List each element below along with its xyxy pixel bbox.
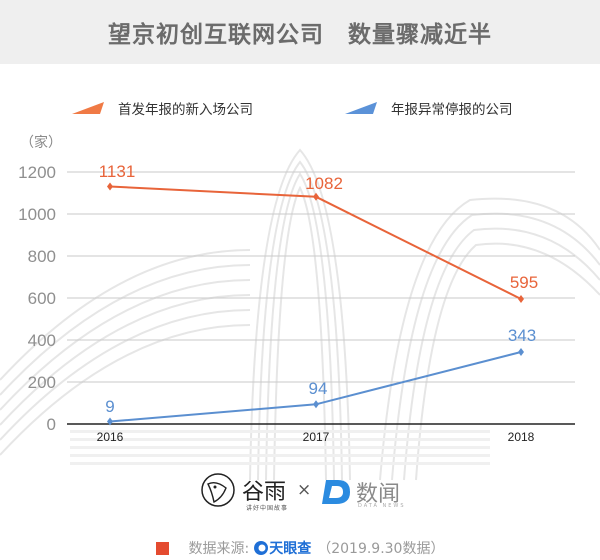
- source-marker-icon: [155, 541, 169, 555]
- data-labels-stopped: 9 94 343: [105, 326, 536, 416]
- gridlines: [67, 171, 575, 383]
- legend-label: 首发年报的新入场公司: [118, 102, 253, 118]
- y-tick: 1200: [18, 163, 56, 182]
- legend: 首发年报的新入场公司 年报异常停报的公司: [0, 98, 600, 122]
- data-label: 1131: [99, 162, 136, 181]
- legend-item-stopped-companies: 年报异常停报的公司: [345, 98, 513, 118]
- y-tick: 400: [28, 331, 56, 350]
- x-tick: 2016: [97, 430, 124, 444]
- line-chart: 1200 1000 800 600 400 200 0 2016 2017 20…: [18, 162, 575, 444]
- y-axis-unit: （家）: [20, 135, 62, 151]
- shuwen-d-logo-icon: [322, 480, 350, 504]
- y-axis-ticks: 1200 1000 800 600 400 200 0: [18, 163, 56, 434]
- x-tick: 2018: [508, 430, 535, 444]
- page-title: 望京初创互联网公司 数量骤减近半: [108, 22, 492, 48]
- data-label: 9: [105, 397, 114, 416]
- data-label: 343: [508, 326, 536, 345]
- times-symbol: ×: [297, 480, 312, 500]
- source-label: 数据来源:: [188, 541, 250, 557]
- data-label: 94: [309, 379, 328, 398]
- guyu-tagline: 讲好中国故事: [246, 505, 289, 512]
- source-brand: 天眼查: [269, 541, 312, 557]
- legend-swatch-blue: [345, 102, 377, 114]
- shuwen-brand: 数闻: [356, 482, 401, 507]
- y-tick: 0: [47, 415, 56, 434]
- data-label: 595: [510, 273, 538, 292]
- series-markers-stopped: [107, 348, 524, 426]
- y-tick: 1000: [18, 205, 56, 224]
- title-bar: 望京初创互联网公司 数量骤减近半: [0, 0, 600, 64]
- y-tick: 600: [28, 289, 56, 308]
- data-label: 1082: [305, 174, 343, 193]
- legend-label: 年报异常停报的公司: [391, 102, 513, 118]
- guyu-bird-logo-icon: [201, 473, 235, 507]
- y-tick: 800: [28, 247, 56, 266]
- tianyancha-eye-icon: [254, 541, 269, 555]
- guyu-brand: 谷雨: [242, 480, 287, 505]
- tianyancha-logo: 天眼查: [253, 538, 311, 558]
- x-tick: 2017: [303, 430, 330, 444]
- legend-swatch-orange: [72, 102, 104, 114]
- y-tick: 200: [28, 373, 56, 392]
- series-markers-new: [107, 182, 524, 303]
- series-line-new-companies: [109, 185, 522, 300]
- legend-item-new-companies: 首发年报的新入场公司: [72, 98, 253, 118]
- footer-logos: 谷雨 讲好中国故事 × 数闻 DATA NEWS: [0, 470, 600, 514]
- data-labels-new: 1131 1082 595: [99, 162, 538, 292]
- source-note: （2019.9.30数据）: [317, 541, 445, 557]
- shuwen-tagline: DATA NEWS: [358, 503, 406, 509]
- x-axis-ticks: 2016 2017 2018: [97, 430, 535, 444]
- data-source: 数据来源: 天眼查 （2019.9.30数据）: [0, 538, 600, 558]
